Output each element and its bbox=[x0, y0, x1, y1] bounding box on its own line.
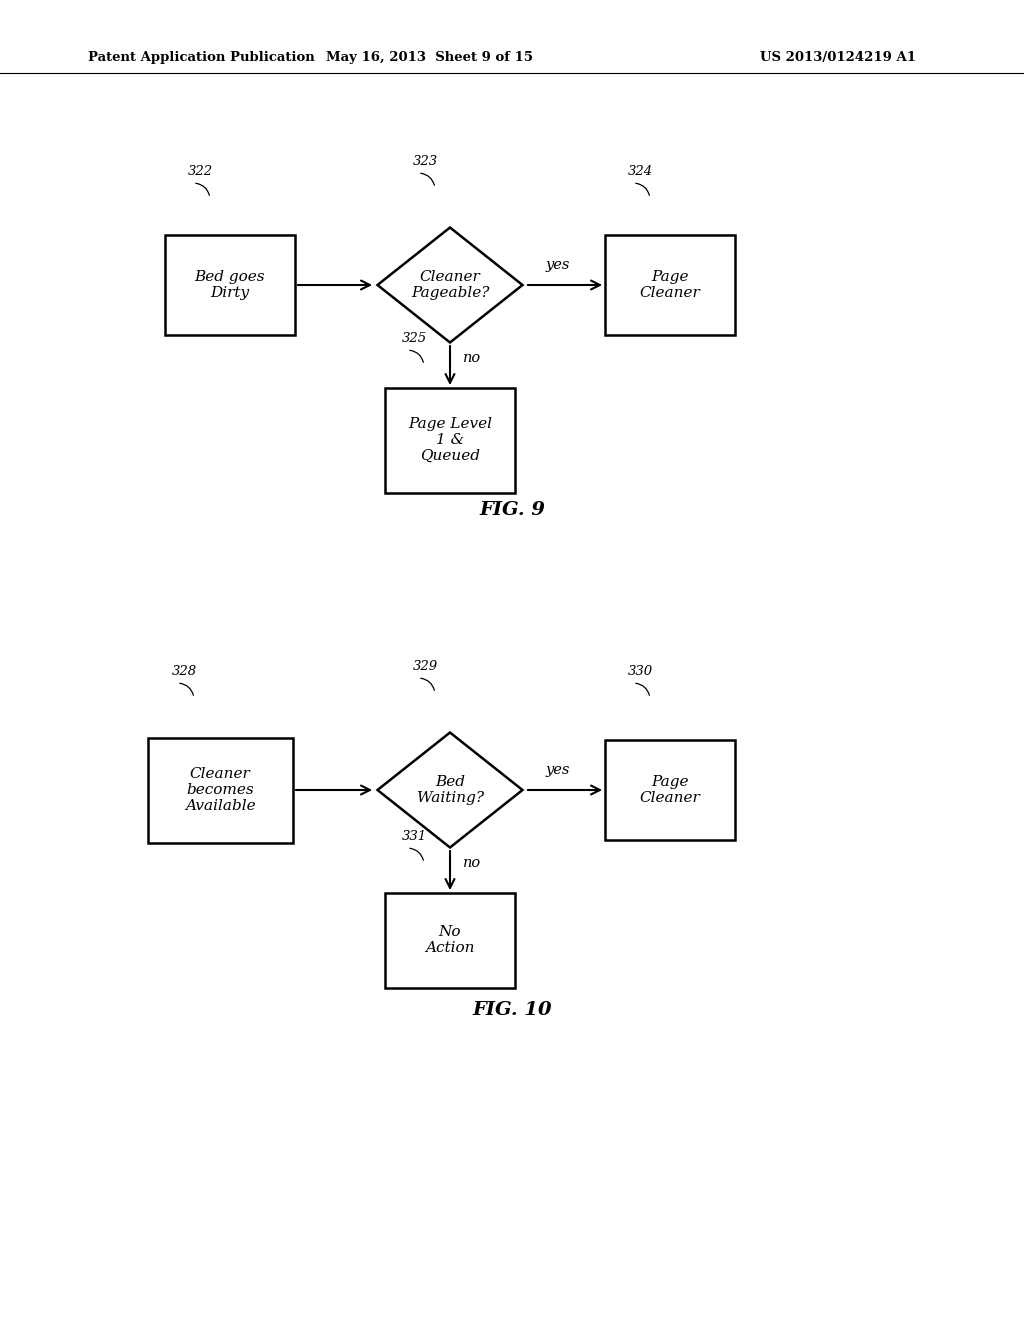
Bar bbox=[605, 235, 735, 335]
Text: Cleaner
Pageable?: Cleaner Pageable? bbox=[411, 269, 489, 300]
Polygon shape bbox=[378, 733, 522, 847]
Text: FIG. 9: FIG. 9 bbox=[479, 502, 545, 519]
Text: Page
Cleaner: Page Cleaner bbox=[640, 269, 700, 300]
Bar bbox=[385, 892, 515, 987]
Text: 324: 324 bbox=[628, 165, 653, 178]
Text: May 16, 2013  Sheet 9 of 15: May 16, 2013 Sheet 9 of 15 bbox=[327, 51, 534, 65]
Bar bbox=[147, 738, 293, 842]
Text: No
Action: No Action bbox=[425, 925, 475, 956]
Text: FIG. 10: FIG. 10 bbox=[472, 1001, 552, 1019]
Text: Cleaner
becomes
Available: Cleaner becomes Available bbox=[184, 767, 255, 813]
Text: 322: 322 bbox=[188, 165, 213, 178]
Text: yes: yes bbox=[546, 763, 570, 777]
Bar bbox=[165, 235, 295, 335]
Text: 329: 329 bbox=[413, 660, 438, 673]
Text: Page
Cleaner: Page Cleaner bbox=[640, 775, 700, 805]
Polygon shape bbox=[378, 227, 522, 342]
Text: 330: 330 bbox=[628, 665, 653, 678]
Text: no: no bbox=[463, 855, 481, 870]
Text: no: no bbox=[463, 351, 481, 366]
Text: 323: 323 bbox=[413, 154, 438, 168]
Text: yes: yes bbox=[546, 257, 570, 272]
Text: US 2013/0124219 A1: US 2013/0124219 A1 bbox=[760, 51, 916, 65]
Bar bbox=[605, 741, 735, 840]
Text: 325: 325 bbox=[402, 333, 427, 345]
Text: Patent Application Publication: Patent Application Publication bbox=[88, 51, 314, 65]
Text: Bed goes
Dirty: Bed goes Dirty bbox=[195, 269, 265, 300]
Text: Page Level
1 &
Queued: Page Level 1 & Queued bbox=[408, 417, 492, 463]
Text: 331: 331 bbox=[402, 830, 427, 843]
Text: 328: 328 bbox=[172, 665, 198, 678]
Bar bbox=[385, 388, 515, 492]
Text: Bed
Waiting?: Bed Waiting? bbox=[417, 775, 483, 805]
